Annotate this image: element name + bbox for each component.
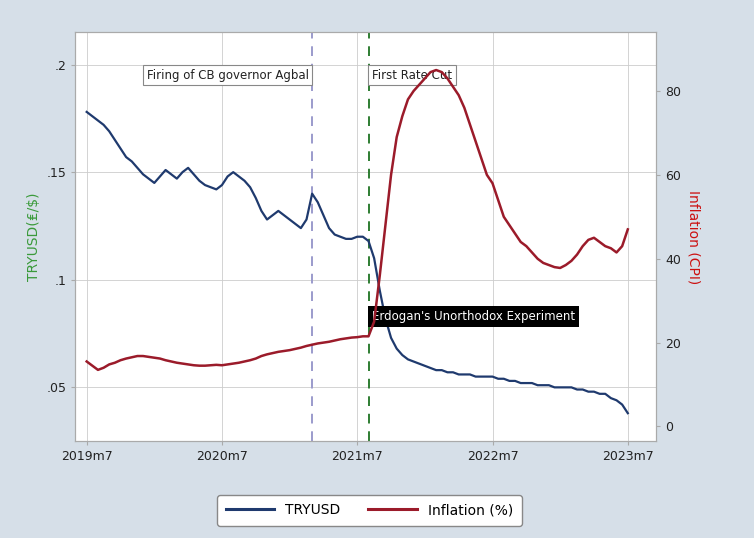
Text: Erdogan's Unorthodox Experiment: Erdogan's Unorthodox Experiment [372,310,575,323]
Text: Firing of CB governor Agbal: Firing of CB governor Agbal [147,69,308,82]
Text: First Rate Cut: First Rate Cut [372,69,452,82]
Y-axis label: Inflation (CPI): Inflation (CPI) [687,189,700,284]
Legend: TRYUSD, Inflation (%): TRYUSD, Inflation (%) [217,495,522,526]
Y-axis label: TRYUSD(₤/$): TRYUSD(₤/$) [27,193,41,281]
